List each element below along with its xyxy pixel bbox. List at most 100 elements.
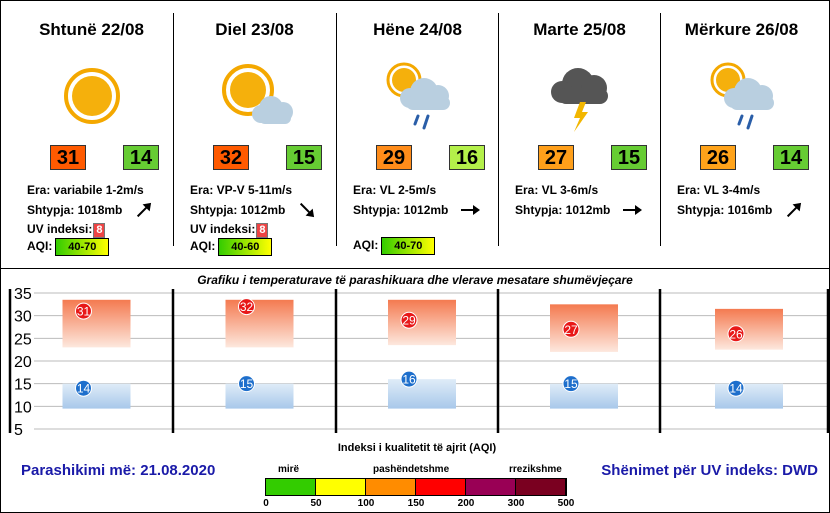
min-temp-marker bbox=[400, 370, 418, 388]
max-temperature: 32 bbox=[213, 145, 249, 170]
max-temp-range-bar bbox=[62, 299, 131, 348]
uv-index-label: UV indeksi: bbox=[190, 222, 256, 236]
min-temp-marker bbox=[75, 379, 92, 397]
max-temperature: 29 bbox=[376, 145, 412, 170]
aqi-scale-segment bbox=[266, 479, 316, 495]
min-temp-label: 14 bbox=[729, 382, 743, 396]
wind-info: Era: VP-V 5-11m/s bbox=[190, 183, 293, 197]
max-temp-label: 31 bbox=[77, 305, 91, 319]
temperature-chart: 35 30 25 20 15 10 5 31 14 32 15 29 16 27 15 26 14 bbox=[8, 286, 830, 436]
aqi-scale-segment bbox=[516, 479, 566, 495]
aqi-badge: 40-70 bbox=[381, 237, 436, 255]
max-temp-range-bar bbox=[388, 299, 456, 346]
min-temp-range-bar bbox=[225, 383, 294, 409]
max-temperature: 26 bbox=[700, 145, 736, 170]
uv-index-badge: 8 bbox=[93, 223, 106, 238]
min-temp-label: 14 bbox=[77, 382, 91, 396]
uv-index-row: UV indeksi: 8 bbox=[190, 222, 269, 238]
wind-direction-arrow-icon bbox=[133, 199, 155, 221]
max-temp-label: 32 bbox=[240, 300, 254, 314]
y-axis-tick-label: 25 bbox=[14, 331, 32, 348]
uv-index-row: UV indeksi: 8 bbox=[27, 222, 106, 238]
day-title: Diel 23/08 bbox=[215, 20, 294, 39]
pressure-info: Shtypja: 1012mb bbox=[190, 203, 286, 217]
day-title: Shtunë 22/08 bbox=[39, 20, 144, 39]
pressure-info: Shtypja: 1012mb bbox=[515, 203, 611, 217]
column-divider bbox=[498, 13, 499, 246]
pressure-info: Shtypja: 1012mb bbox=[353, 203, 449, 217]
aqi-scale-tick: 500 bbox=[557, 498, 575, 509]
min-temp-marker bbox=[727, 379, 745, 397]
max-temp-label: 29 bbox=[402, 314, 416, 328]
day-title: Marte 25/08 bbox=[533, 20, 626, 39]
min-temperature: 14 bbox=[773, 145, 809, 170]
aqi-word-good: mirë bbox=[278, 464, 300, 475]
uv-index-badge: 8 bbox=[256, 223, 269, 238]
wind-direction-arrow-icon bbox=[783, 199, 805, 221]
y-axis-tick-label: 15 bbox=[14, 377, 32, 394]
aqi-scale-segment bbox=[316, 479, 366, 495]
aqi-row: AQI: 40-60 bbox=[190, 238, 273, 256]
max-temp-range-bar bbox=[550, 304, 618, 352]
partly-cloudy-icon bbox=[213, 56, 297, 136]
min-temp-range-bar bbox=[62, 383, 131, 409]
aqi-scale-tick: 200 bbox=[457, 498, 475, 509]
wind-direction-arrow-icon bbox=[296, 199, 318, 221]
aqi-label: AQI: bbox=[353, 238, 379, 253]
aqi-label: AQI: bbox=[27, 239, 53, 254]
section-divider bbox=[0, 268, 830, 269]
aqi-scale-tick: 100 bbox=[357, 498, 375, 509]
max-temp-range-bar bbox=[715, 308, 783, 350]
wind-direction-arrow-icon bbox=[621, 199, 643, 221]
forecast-issue-date: Parashikimi më: 21.08.2020 bbox=[21, 462, 216, 479]
aqi-badge: 40-70 bbox=[55, 238, 110, 256]
max-temp-label: 27 bbox=[564, 323, 578, 337]
day-title: Hëne 24/08 bbox=[373, 20, 462, 39]
y-axis-tick-label: 30 bbox=[14, 309, 32, 326]
aqi-word-unhealthy: pashëndetshme bbox=[373, 464, 450, 475]
aqi-scale-segment bbox=[416, 479, 466, 495]
chart-title: Grafiku i temperaturave të parashikuara … bbox=[197, 273, 633, 287]
min-temp-range-bar bbox=[715, 383, 783, 409]
day-title: Mërkure 26/08 bbox=[684, 20, 799, 39]
day-column: Shtunë 22/08 31 14 Era: variabile 1-2m/s Sht… bbox=[10, 0, 173, 265]
min-temp-marker bbox=[238, 375, 255, 393]
max-temp-range-bar bbox=[225, 299, 294, 348]
y-axis-tick-label: 10 bbox=[14, 399, 32, 416]
aqi-badge: 40-60 bbox=[218, 238, 273, 256]
aqi-legend: Indeksi i kualitetit të ajrit (AQI) mirë… bbox=[252, 442, 582, 512]
aqi-scale-tick: 50 bbox=[310, 498, 322, 509]
sun-cloud-rain-icon bbox=[700, 56, 784, 136]
max-temp-marker bbox=[75, 302, 92, 320]
aqi-scale-tick: 0 bbox=[263, 498, 269, 509]
max-temp-label: 26 bbox=[729, 327, 743, 341]
aqi-scale-tick: 300 bbox=[507, 498, 525, 509]
day-column: Mërkure 26/08 26 14 Era: VL 3-4m/s Shtypja: … bbox=[660, 0, 823, 265]
pressure-info: Shtypja: 1016mb bbox=[677, 203, 773, 217]
max-temperature: 27 bbox=[538, 145, 574, 170]
y-axis-tick-label: 35 bbox=[14, 286, 32, 303]
min-temperature: 15 bbox=[286, 145, 322, 170]
min-temperature: 15 bbox=[611, 145, 647, 170]
max-temp-marker bbox=[400, 311, 418, 329]
wind-info: Era: VL 3-4m/s bbox=[677, 183, 761, 197]
column-divider bbox=[336, 13, 337, 246]
thunderstorm-icon bbox=[538, 56, 622, 136]
day-column: Hëne 24/08 29 16 Era: VL 2-5m/s Shtypja: 101… bbox=[336, 0, 499, 265]
day-column: Diel 23/08 32 15 Era: VP-V 5-11m/s Shtypja: … bbox=[173, 0, 336, 265]
min-temp-label: 15 bbox=[240, 377, 254, 391]
aqi-scale-tick: 150 bbox=[407, 498, 425, 509]
aqi-legend-title: Indeksi i kualitetit të ajrit (AQI) bbox=[337, 442, 497, 454]
wind-info: Era: VL 2-5m/s bbox=[353, 183, 437, 197]
min-temp-label: 15 bbox=[564, 377, 578, 391]
y-axis-tick-label: 5 bbox=[14, 422, 23, 436]
sun-icon bbox=[50, 56, 134, 136]
wind-direction-arrow-icon bbox=[459, 199, 481, 221]
aqi-scale-segment bbox=[366, 479, 416, 495]
max-temp-marker bbox=[727, 325, 745, 343]
column-divider bbox=[173, 13, 174, 246]
min-temp-marker bbox=[562, 375, 580, 393]
day-column: Marte 25/08 27 15 Era: VL 3-6m/s Shtypja: 10… bbox=[498, 0, 661, 265]
uv-source-note: Shënimet për UV indeks: DWD bbox=[601, 462, 818, 479]
min-temp-range-bar bbox=[550, 383, 618, 409]
